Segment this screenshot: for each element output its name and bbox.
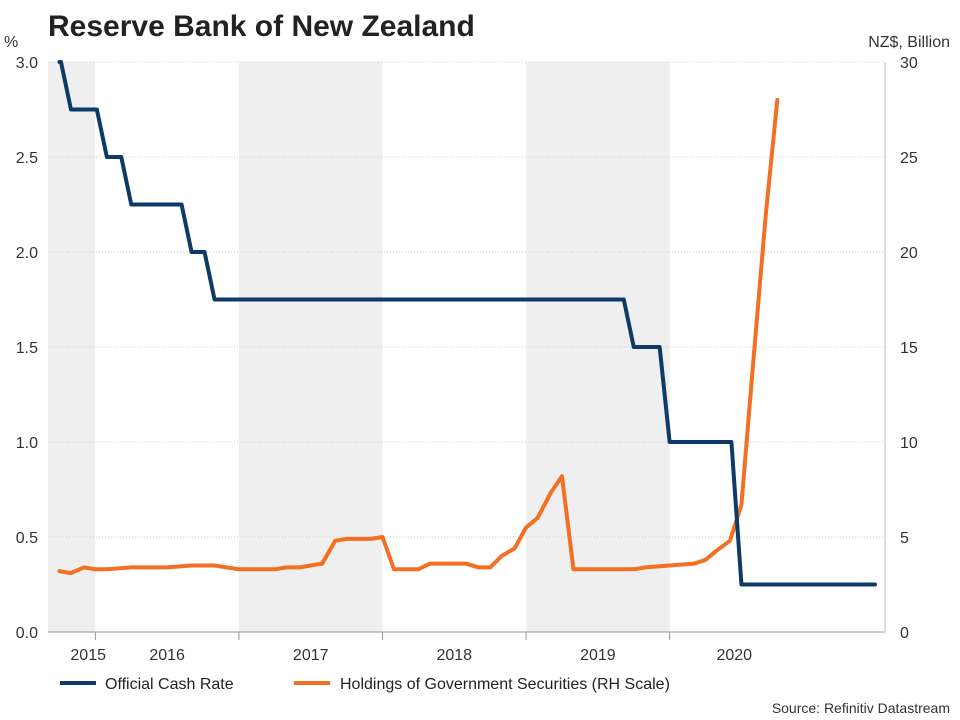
x-axis-tick-marks bbox=[94, 632, 671, 640]
x-tick-label: 2015 bbox=[70, 647, 106, 664]
right-tick-label: 10 bbox=[900, 435, 918, 452]
series-line-securities bbox=[57, 98, 780, 576]
left-tick-label: 2.0 bbox=[16, 245, 38, 262]
x-tick-label: 2017 bbox=[293, 647, 329, 664]
x-tick-label: 2016 bbox=[149, 647, 185, 664]
left-tick-label: 2.5 bbox=[16, 150, 38, 167]
left-axis-unit: % bbox=[4, 34, 18, 51]
series-line-cash-rate bbox=[57, 60, 877, 587]
shaded-band-0 bbox=[48, 62, 96, 632]
legend: Official Cash Rate Holdings of Governmen… bbox=[60, 676, 670, 693]
x-tick-label: 2020 bbox=[716, 647, 752, 664]
left-tick-label: 0.0 bbox=[16, 625, 38, 642]
right-tick-label: 30 bbox=[900, 55, 918, 72]
right-tick-label: 15 bbox=[900, 340, 918, 357]
x-tick-label: 2018 bbox=[436, 647, 472, 664]
left-tick-label: 1.5 bbox=[16, 340, 38, 357]
left-tick-label: 1.0 bbox=[16, 435, 38, 452]
x-axis-tick-labels: 2015 2016 2017 2018 2019 2020 bbox=[70, 647, 752, 664]
right-tick-label: 20 bbox=[900, 245, 918, 262]
left-axis-ticks: 0.0 0.5 1.0 1.5 2.0 2.5 3.0 bbox=[16, 55, 38, 642]
right-tick-label: 25 bbox=[900, 150, 918, 167]
legend-item-cash-rate: Official Cash Rate bbox=[60, 676, 234, 693]
right-tick-label: 5 bbox=[900, 530, 909, 547]
left-tick-label: 3.0 bbox=[16, 55, 38, 72]
series-layer bbox=[57, 60, 877, 587]
legend-item-securities: Holdings of Government Securities (RH Sc… bbox=[294, 676, 670, 693]
right-axis-ticks: 0 5 10 15 20 25 30 bbox=[900, 55, 918, 642]
legend-label-cash-rate: Official Cash Rate bbox=[105, 676, 234, 693]
source-note: Source: Refinitiv Datastream bbox=[772, 700, 950, 716]
left-tick-label: 0.5 bbox=[16, 530, 38, 547]
x-tick-label: 2019 bbox=[580, 647, 616, 664]
right-tick-label: 0 bbox=[900, 625, 909, 642]
legend-label-securities: Holdings of Government Securities (RH Sc… bbox=[340, 676, 670, 693]
right-axis-unit: NZ$, Billion bbox=[868, 34, 950, 51]
chart-title: Reserve Bank of New Zealand bbox=[48, 10, 475, 43]
